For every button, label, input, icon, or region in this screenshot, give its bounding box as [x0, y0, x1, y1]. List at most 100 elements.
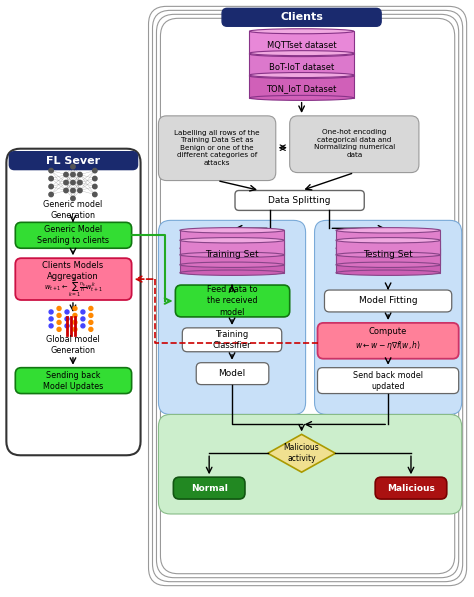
- Circle shape: [49, 324, 53, 328]
- FancyBboxPatch shape: [15, 368, 132, 393]
- Circle shape: [89, 306, 93, 310]
- Ellipse shape: [180, 245, 284, 251]
- Text: Malicious: Malicious: [387, 484, 435, 493]
- Circle shape: [81, 317, 85, 321]
- Circle shape: [57, 306, 61, 310]
- Circle shape: [92, 192, 97, 196]
- Circle shape: [65, 324, 69, 328]
- Bar: [336, 230, 440, 255]
- FancyBboxPatch shape: [6, 149, 141, 456]
- Text: Send back model
updated: Send back model updated: [353, 371, 423, 390]
- Circle shape: [49, 192, 53, 196]
- Circle shape: [73, 313, 77, 318]
- Text: Compute: Compute: [369, 327, 407, 336]
- Ellipse shape: [180, 252, 284, 257]
- Text: Training
Classifier: Training Classifier: [213, 330, 251, 350]
- FancyBboxPatch shape: [158, 414, 462, 514]
- Circle shape: [92, 168, 97, 173]
- Ellipse shape: [336, 270, 440, 275]
- Circle shape: [92, 184, 97, 189]
- Text: Model: Model: [219, 369, 246, 378]
- Circle shape: [71, 196, 75, 201]
- Text: Labelling all rows of the
Training Data Set as
Benign or one of the
different ca: Labelling all rows of the Training Data …: [174, 130, 260, 166]
- FancyBboxPatch shape: [9, 152, 137, 170]
- Circle shape: [78, 180, 82, 184]
- Circle shape: [89, 327, 93, 331]
- Circle shape: [73, 321, 77, 324]
- Text: Generic Model
Sending to clients: Generic Model Sending to clients: [37, 225, 109, 245]
- Polygon shape: [268, 435, 336, 472]
- FancyBboxPatch shape: [375, 477, 447, 499]
- Ellipse shape: [336, 238, 440, 243]
- FancyBboxPatch shape: [325, 290, 452, 312]
- Circle shape: [64, 180, 68, 184]
- FancyBboxPatch shape: [290, 116, 419, 173]
- Text: $w_{t+1}\leftarrow\sum_{k=1}^{K}\frac{n_k}{n}w_{t+1}^k$: $w_{t+1}\leftarrow\sum_{k=1}^{K}\frac{n_…: [44, 275, 102, 299]
- FancyBboxPatch shape: [158, 116, 276, 180]
- Circle shape: [92, 176, 97, 181]
- Circle shape: [89, 321, 93, 324]
- Text: $w \leftarrow w - \eta\nabla f(w, h)$: $w \leftarrow w - \eta\nabla f(w, h)$: [355, 339, 421, 352]
- Ellipse shape: [249, 73, 354, 78]
- Circle shape: [78, 173, 82, 177]
- Ellipse shape: [180, 270, 284, 275]
- Circle shape: [49, 176, 53, 181]
- Circle shape: [81, 324, 85, 328]
- Text: Normal: Normal: [191, 484, 228, 493]
- Text: Global model
Generation: Global model Generation: [46, 335, 100, 355]
- Text: Model Fitting: Model Fitting: [359, 297, 418, 306]
- Text: Clients: Clients: [280, 13, 323, 22]
- Bar: [249, 31, 354, 54]
- Text: Data Splitting: Data Splitting: [268, 196, 331, 205]
- FancyBboxPatch shape: [161, 19, 455, 574]
- Bar: [249, 75, 354, 98]
- FancyBboxPatch shape: [196, 363, 269, 384]
- Text: One-hot encoding
categorical data and
Normalizing numerical
data: One-hot encoding categorical data and No…: [314, 130, 395, 158]
- Bar: [180, 230, 284, 255]
- FancyBboxPatch shape: [153, 10, 463, 581]
- Text: Feed data to
the received
model: Feed data to the received model: [207, 285, 257, 316]
- Ellipse shape: [249, 29, 354, 34]
- FancyBboxPatch shape: [15, 258, 132, 300]
- FancyBboxPatch shape: [235, 190, 364, 210]
- Circle shape: [49, 310, 53, 314]
- Circle shape: [81, 310, 85, 314]
- Ellipse shape: [249, 96, 354, 100]
- Text: TON_IoT Dataset: TON_IoT Dataset: [266, 85, 337, 94]
- FancyBboxPatch shape: [175, 285, 290, 317]
- Circle shape: [65, 310, 69, 314]
- Ellipse shape: [180, 262, 284, 267]
- Ellipse shape: [336, 262, 440, 267]
- Circle shape: [71, 188, 75, 193]
- Circle shape: [71, 164, 75, 169]
- Text: Training Set: Training Set: [205, 250, 259, 259]
- FancyBboxPatch shape: [156, 14, 459, 578]
- Circle shape: [89, 313, 93, 318]
- Circle shape: [78, 188, 82, 193]
- Circle shape: [49, 168, 53, 173]
- Circle shape: [64, 188, 68, 193]
- Text: Sending back
Model Updates: Sending back Model Updates: [43, 371, 103, 390]
- Ellipse shape: [249, 51, 354, 56]
- Ellipse shape: [336, 227, 440, 233]
- Circle shape: [73, 306, 77, 310]
- Circle shape: [57, 321, 61, 324]
- Text: Testing Set: Testing Set: [363, 250, 413, 259]
- FancyBboxPatch shape: [158, 220, 306, 414]
- Text: Clients Models
Aggregation: Clients Models Aggregation: [42, 261, 104, 281]
- Ellipse shape: [336, 245, 440, 251]
- FancyBboxPatch shape: [148, 7, 466, 586]
- FancyBboxPatch shape: [222, 8, 381, 26]
- Circle shape: [65, 317, 69, 321]
- Ellipse shape: [249, 73, 354, 79]
- Bar: [249, 53, 354, 76]
- Bar: [336, 248, 440, 273]
- Bar: [180, 240, 284, 264]
- Text: BoT-IoT dataset: BoT-IoT dataset: [269, 63, 334, 72]
- Circle shape: [57, 313, 61, 318]
- Ellipse shape: [336, 252, 440, 257]
- Text: Malicious
activity: Malicious activity: [284, 443, 319, 463]
- Bar: [336, 240, 440, 264]
- Circle shape: [57, 327, 61, 331]
- Circle shape: [73, 327, 77, 331]
